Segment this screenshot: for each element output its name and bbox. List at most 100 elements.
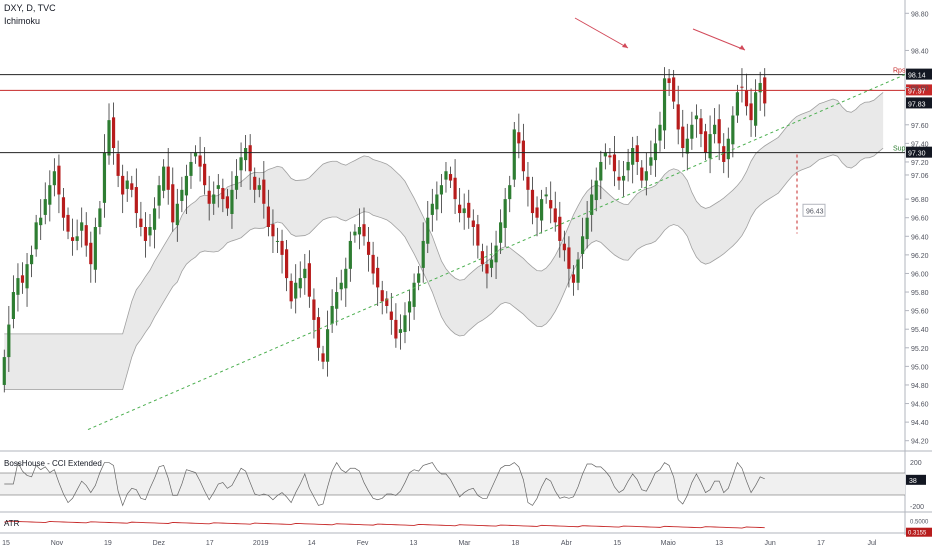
candle-body (735, 92, 739, 116)
candle-body (599, 161, 603, 181)
candles (2, 67, 767, 393)
candle-body (25, 264, 29, 289)
candle-body (512, 129, 516, 180)
x-tick-label: 13 (410, 540, 418, 547)
candle-body (166, 166, 170, 190)
candle-body (385, 298, 389, 306)
candle-body (162, 166, 166, 191)
candle-body (207, 190, 211, 204)
candle-body (248, 145, 252, 172)
x-tick-label: 19 (104, 540, 112, 547)
candle-body (740, 86, 744, 88)
candle-body (521, 140, 525, 172)
annotation-arrow (692, 28, 746, 51)
candle-body (225, 196, 229, 209)
candle-body (285, 249, 289, 279)
candle-body (280, 240, 284, 255)
candle-body (635, 145, 639, 162)
candle-body (48, 185, 52, 205)
candle-body (57, 165, 61, 195)
candle-body (467, 202, 471, 218)
candle-body (107, 120, 111, 156)
candle-body (139, 218, 143, 227)
candle-body (540, 199, 544, 221)
x-tick-label: Abr (561, 540, 573, 547)
candle-body (626, 161, 630, 171)
y-tick-label: 95.60 (911, 309, 929, 316)
y-tick-label: 96.40 (911, 234, 929, 241)
candle-body (407, 301, 412, 313)
candle-body (193, 152, 198, 157)
level-tag-label: 97.97 (908, 88, 926, 95)
candle-body (134, 187, 138, 214)
candle-body (749, 103, 753, 121)
candle-body (544, 194, 548, 197)
target-label: 96.43 (806, 208, 824, 215)
candle-body (708, 134, 712, 159)
candle-body (171, 184, 175, 223)
candle-body (398, 329, 403, 333)
candle-body (453, 177, 457, 200)
candle-body (184, 175, 189, 196)
cci-tick-label: -200 (910, 504, 924, 511)
cloud-edge (4, 92, 884, 335)
candle-body (380, 290, 384, 302)
x-tick-label: 14 (308, 540, 316, 547)
candle-body (339, 282, 343, 290)
candle-body (703, 131, 708, 153)
candle-body (125, 180, 129, 189)
candle-body (61, 197, 66, 218)
candle-body (2, 357, 6, 385)
candle-body (307, 263, 311, 297)
atr-line (4, 520, 765, 529)
candle-body (366, 241, 371, 255)
level-tag (906, 97, 932, 109)
candle-body (198, 155, 202, 167)
trendline (87, 74, 906, 431)
level-name: Sup (893, 146, 906, 153)
x-axis[interactable]: 15 Nov 19 Dez 17 2019 14 Fev 13 Mar 18 Abr 15 Maio 13 J… (2, 540, 877, 547)
candle-body (230, 189, 234, 214)
x-tick-label: 15 (2, 540, 10, 547)
candle-body (221, 187, 225, 200)
level-tag-label: 97.30 (908, 151, 926, 158)
candle-body (212, 194, 216, 204)
candle-body (421, 240, 425, 268)
candle-body (321, 353, 325, 362)
indicator-title: Ichimoku (4, 16, 41, 26)
candle-body (75, 236, 79, 241)
cci-current-label: 38 (909, 478, 917, 485)
candle-body (303, 268, 307, 279)
candle-body (658, 124, 662, 141)
candle-body (316, 317, 321, 348)
candle-body (713, 124, 717, 135)
candle-body (257, 185, 261, 190)
y-axis[interactable]: 98.80 98.40 98.00 97.60 97.40 97.20 97.06 96.80… (905, 11, 929, 446)
candle-body (553, 208, 557, 223)
candle-body (20, 275, 25, 283)
cci-current-tag (906, 474, 926, 485)
candle-body (16, 278, 20, 295)
candle-body (672, 77, 676, 102)
candle-body (11, 292, 15, 319)
candle-body (439, 185, 444, 195)
cci-line (4, 461, 765, 507)
candle-body (662, 78, 667, 131)
ichimoku-cloud (4, 92, 884, 391)
y-tick-label: 95.20 (911, 346, 929, 353)
y-tick-label: 94.60 (911, 402, 929, 409)
candle-body (348, 240, 352, 269)
candle-body (330, 305, 334, 324)
candle-body (722, 146, 726, 162)
candle-body (694, 115, 699, 120)
atr-current-label: 0.3155 (908, 531, 927, 537)
candle-body (271, 224, 275, 237)
candle-body (335, 292, 339, 309)
candle-body (121, 175, 125, 195)
candle-body (471, 220, 475, 227)
candle-body (175, 203, 179, 226)
candle-body (30, 254, 34, 265)
x-tick-label: 17 (817, 540, 825, 547)
